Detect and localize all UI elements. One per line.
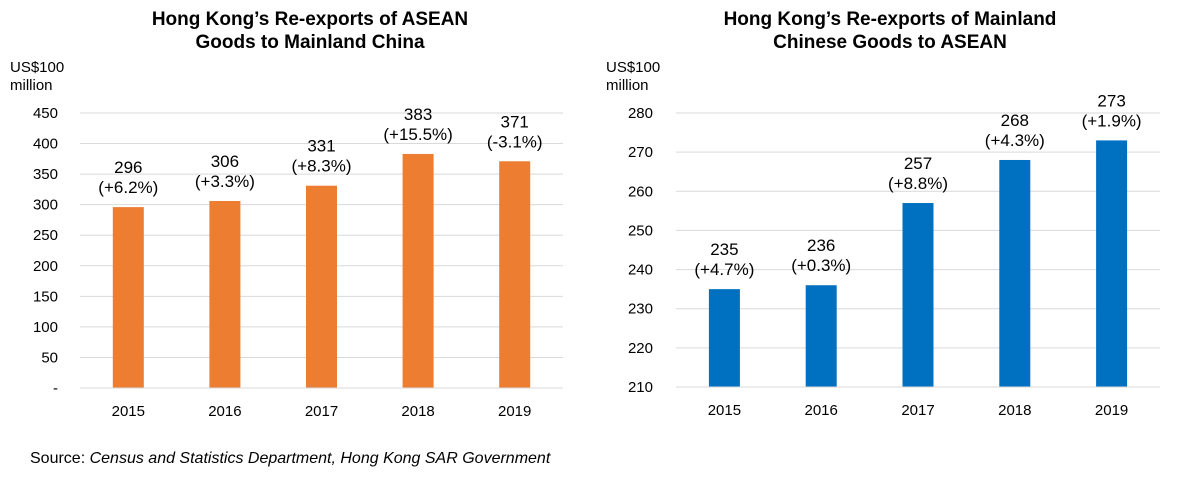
data-label-right-2016: 236 (807, 236, 835, 255)
data-label-right-2017: 257 (904, 154, 932, 173)
bar-right-2017 (902, 203, 934, 387)
data-label-left-2017: (+8.3%) (292, 157, 352, 176)
y-tick-label-left: 300 (33, 197, 58, 214)
chart-title-right: Hong Kong’s Re-exports of Mainland Chine… (723, 9, 1057, 53)
data-label-left-2016: (+3.3%) (195, 172, 255, 191)
source-prefix: Source: (30, 450, 90, 467)
bar-right-2018 (999, 159, 1031, 387)
source-note: Source: Census and Statistics Department… (30, 450, 550, 468)
x-tick-label-left: 2017 (305, 403, 338, 420)
bar-right-2015 (708, 289, 740, 387)
data-label-left-2015: 296 (114, 158, 142, 177)
y-tick-label-right: 240 (628, 262, 653, 279)
data-label-right-2018: 268 (1001, 111, 1029, 130)
y-tick-label-right: 260 (628, 183, 653, 200)
data-label-right-2017: (+8.8%) (888, 174, 948, 193)
bar-right-2016 (805, 285, 837, 387)
data-label-right-2019: (+1.9%) (1082, 111, 1142, 130)
data-label-right-2018: (+4.3%) (985, 131, 1045, 150)
data-label-left-2018: 383 (404, 105, 432, 124)
data-label-right-2016: (+0.3%) (791, 256, 851, 275)
x-tick-label-right: 2017 (901, 402, 934, 419)
y-unit-label-left: million (10, 77, 53, 94)
bar-left-2017 (306, 185, 337, 388)
data-label-left-2016: 306 (211, 152, 239, 171)
y-tick-label-right: 220 (628, 340, 653, 357)
y-unit-label-right: million (606, 77, 649, 94)
y-tick-label-left: 400 (33, 136, 58, 153)
x-tick-label-right: 2015 (708, 402, 741, 419)
source-text: Census and Statistics Department, Hong K… (89, 450, 551, 467)
x-tick-label-right: 2019 (1095, 402, 1128, 419)
data-label-left-2015: (+6.2%) (98, 178, 158, 197)
data-label-left-2019: 371 (501, 112, 529, 131)
y-tick-label-right: 280 (628, 105, 653, 122)
y-tick-label-left: 200 (33, 258, 58, 275)
x-tick-label-left: 2016 (208, 403, 241, 420)
y-tick-label-right: 210 (628, 379, 653, 396)
data-label-right-2015: 235 (710, 240, 738, 259)
y-tick-label-left: 250 (33, 227, 58, 244)
bar-left-2019 (499, 161, 531, 388)
charts-canvas: US$100million-50100150200250300350400450… (10, 59, 1160, 420)
x-tick-label-left: 2019 (498, 403, 531, 420)
x-tick-label-right: 2018 (998, 402, 1031, 419)
y-tick-label-right: 250 (628, 222, 653, 239)
y-unit-label-left: US$100 (10, 59, 64, 76)
y-tick-label-left: 350 (33, 166, 58, 183)
x-tick-label-left: 2018 (401, 403, 434, 420)
y-tick-label-left: - (53, 380, 58, 397)
bar-right-2019 (1096, 140, 1128, 387)
y-unit-label-right: US$100 (606, 59, 660, 76)
x-tick-label-left: 2015 (112, 403, 145, 420)
chart-title-left: Hong Kong’s Re-exports of ASEAN Goods to… (151, 9, 469, 53)
y-tick-label-left: 100 (33, 319, 58, 336)
y-tick-label-left: 50 (41, 349, 58, 366)
data-label-left-2018: (+15.5%) (383, 125, 452, 144)
y-tick-label-left: 150 (33, 288, 58, 305)
data-label-left-2019: (-3.1%) (487, 132, 543, 151)
bar-left-2018 (402, 153, 434, 388)
bar-left-2016 (209, 201, 241, 388)
y-tick-label-right: 270 (628, 144, 653, 161)
y-tick-label-right: 230 (628, 301, 653, 318)
y-tick-label-left: 450 (33, 105, 58, 122)
bar-left-2015 (112, 207, 144, 388)
x-tick-label-right: 2016 (805, 402, 838, 419)
data-label-right-2015: (+4.7%) (694, 260, 754, 279)
data-label-left-2017: 331 (307, 137, 335, 156)
data-label-right-2019: 273 (1097, 91, 1125, 110)
